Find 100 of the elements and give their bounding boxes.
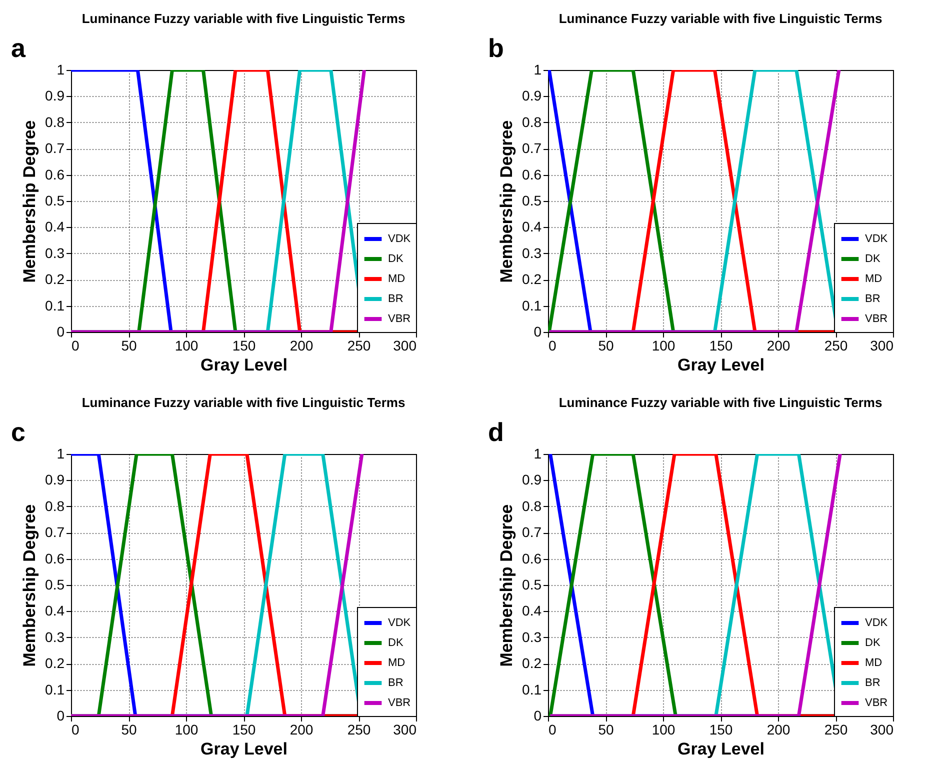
legend-label: VBR: [865, 313, 888, 325]
legend-label: BR: [865, 677, 880, 689]
x-tick-label: 100: [652, 338, 676, 354]
legend-label: VDK: [865, 617, 888, 629]
x-tick-label: 250: [824, 722, 848, 738]
x-tick-label: 300: [870, 338, 894, 354]
chart-title: Luminance Fuzzy variable with five Linguistic Terms: [558, 11, 882, 26]
x-tick-label: 300: [393, 338, 417, 354]
y-tick-label: 0: [56, 708, 65, 724]
legend-label: BR: [388, 293, 404, 305]
y-tick-label: 0.5: [522, 576, 542, 592]
x-tick-label: 150: [232, 722, 256, 738]
y-tick-label: 0.2: [45, 655, 65, 672]
x-tick-label: 50: [121, 338, 137, 354]
y-tick-label: 0.7: [522, 140, 542, 156]
x-tick-label: 0: [548, 338, 556, 354]
x-tick-label: 50: [598, 338, 614, 354]
y-tick-label: 0.9: [522, 88, 542, 104]
y-tick-label: 0.2: [45, 271, 65, 288]
text: b: [488, 33, 504, 63]
y-tick-label: 0.6: [45, 166, 65, 182]
x-axis-title: Gray Level: [200, 356, 288, 374]
legend-label: MD: [865, 273, 882, 285]
legend-label: DK: [865, 637, 881, 649]
y-tick-label: 0.5: [45, 192, 65, 208]
x-tick-label: 0: [72, 722, 80, 738]
x-tick-label: 50: [598, 722, 614, 738]
y-axis-title: Membership Degree: [20, 120, 40, 283]
x-tick-label: 0: [548, 722, 556, 738]
y-tick-label: 0.1: [45, 681, 65, 698]
x-tick-label: 100: [174, 722, 198, 738]
y-tick-label: 0: [56, 324, 65, 340]
x-axis-title: Gray Level: [678, 740, 764, 758]
legend-label: VDK: [865, 233, 888, 245]
x-tick-label: 300: [393, 722, 417, 738]
legend-label: MD: [865, 657, 882, 669]
y-axis-title: Membership Degree: [20, 504, 40, 667]
y-tick-label: 0.3: [522, 244, 542, 261]
y-tick-label: 0.5: [45, 576, 65, 592]
x-tick-label: 200: [766, 338, 790, 354]
x-tick-label: 150: [709, 338, 733, 354]
y-tick-label: 0.8: [522, 114, 542, 130]
text: a: [11, 33, 26, 63]
legend-label: VBR: [865, 697, 888, 709]
x-axis-title: Gray Level: [678, 356, 764, 374]
y-tick-label: 0.9: [45, 88, 65, 104]
y-tick-label: 1: [56, 62, 65, 78]
y-tick-label: 0.6: [522, 550, 542, 566]
x-tick-label: 100: [174, 338, 198, 354]
chart-title: Luminance Fuzzy variable with five Linguistic Terms: [558, 395, 882, 410]
y-tick-label: 0.1: [522, 297, 542, 314]
legend-label: VDK: [388, 617, 412, 629]
x-tick-label: 300: [870, 722, 894, 738]
legend-label: VDK: [388, 233, 412, 245]
x-tick-label: 200: [290, 338, 314, 354]
legend-label: VBR: [388, 313, 411, 325]
legend-label: DK: [865, 253, 881, 265]
y-tick-label: 0.7: [45, 140, 65, 156]
chart-title: Luminance Fuzzy variable with five Linguistic Terms: [82, 395, 406, 410]
legend-label: DK: [388, 253, 404, 265]
x-tick-label: 250: [824, 338, 848, 354]
x-tick-label: 50: [121, 722, 137, 738]
y-tick-label: 1: [534, 446, 542, 462]
legend-label: VBR: [388, 697, 411, 709]
legend-label: BR: [865, 293, 880, 305]
y-tick-label: 0.1: [522, 681, 542, 698]
y-tick-label: 1: [534, 62, 542, 78]
y-tick-label: 0.8: [45, 498, 65, 514]
legend-label: MD: [388, 657, 406, 669]
y-tick-label: 0.4: [522, 218, 542, 235]
y-tick-label: 1: [56, 446, 65, 462]
y-tick-label: 0.4: [45, 218, 65, 235]
legend-label: MD: [388, 273, 406, 285]
y-tick-label: 0.8: [45, 114, 65, 130]
y-axis-title: Membership Degree: [497, 504, 516, 667]
legend-label: DK: [388, 637, 404, 649]
x-tick-label: 150: [232, 338, 256, 354]
y-tick-label: 0.9: [45, 472, 65, 488]
text: c: [11, 417, 26, 447]
y-tick-label: 0.9: [522, 472, 542, 488]
y-tick-label: 0: [534, 324, 542, 340]
legend-label: BR: [388, 677, 404, 689]
x-tick-label: 0: [72, 338, 80, 354]
y-tick-label: 0.2: [522, 655, 542, 672]
x-tick-label: 200: [290, 722, 314, 738]
y-tick-label: 0.2: [522, 271, 542, 288]
y-tick-label: 0: [534, 708, 542, 724]
y-tick-label: 0.6: [522, 166, 542, 182]
y-tick-label: 0.6: [45, 550, 65, 566]
y-tick-label: 0.4: [522, 602, 542, 619]
y-tick-label: 0.7: [45, 524, 65, 540]
y-tick-label: 0.3: [522, 628, 542, 645]
x-tick-label: 250: [347, 722, 371, 738]
x-axis-title: Gray Level: [200, 740, 288, 758]
y-tick-label: 0.1: [45, 297, 65, 314]
y-tick-label: 0.5: [522, 192, 542, 208]
y-axis-title: Membership Degree: [497, 120, 516, 283]
x-tick-label: 150: [709, 722, 733, 738]
x-tick-label: 200: [766, 722, 790, 738]
x-tick-label: 100: [652, 722, 676, 738]
